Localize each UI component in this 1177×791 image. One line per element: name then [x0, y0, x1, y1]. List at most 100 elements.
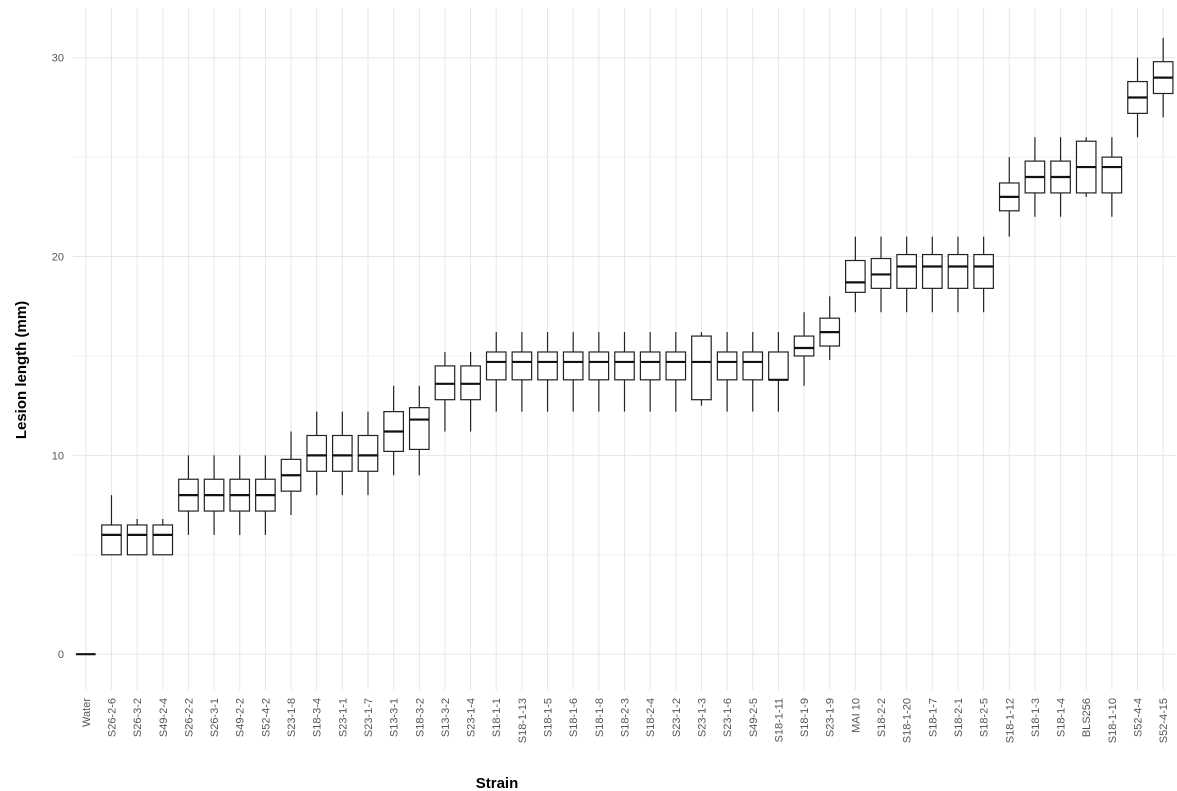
iqr-box: [562, 351, 584, 381]
box-S18-2-4: [639, 332, 661, 412]
x-tick-label: S49-2-2: [235, 698, 247, 737]
box-MAI 10: [845, 236, 866, 313]
x-tick-label: S23-1-6: [722, 698, 734, 737]
box-S26-3-1: [203, 455, 225, 535]
box-S18-2-5: [973, 236, 994, 313]
x-tick-label: S13-3-2: [440, 698, 452, 737]
y-tick-label: 20: [52, 252, 64, 264]
box-S52-4-2: [255, 455, 276, 535]
x-tick-label: Water: [81, 698, 93, 727]
iqr-box: [793, 335, 815, 357]
x-tick-label: S18-3-4: [312, 698, 324, 737]
box-S49-2-2: [229, 455, 251, 535]
box-S18-2-1: [947, 236, 969, 313]
x-tick-label: S18-2-4: [645, 698, 657, 737]
box-S18-1-5: [537, 332, 558, 412]
iqr-box: [947, 253, 969, 289]
y-axis-title: Lesion length (mm): [13, 301, 30, 439]
boxes: [76, 37, 1174, 656]
iqr-box: [485, 351, 507, 381]
box-S18-1-3: [1024, 137, 1046, 217]
iqr-box: [716, 351, 738, 381]
box-S18-2-3: [614, 332, 635, 412]
x-tick-label: S23-1-8: [286, 698, 298, 737]
box-S23-1-9: [819, 296, 841, 360]
iqr-box: [537, 351, 558, 381]
box-S49-2-5: [742, 332, 764, 412]
iqr-box: [639, 351, 661, 381]
iqr-box: [614, 351, 635, 381]
box-S18-1-1: [485, 332, 507, 412]
x-tick-label: S18-1-10: [1107, 698, 1119, 743]
x-axis-ticks: Water S26-2-6 S26-3-2 S49-2-4 S26-2-2 S26-3-1…: [81, 698, 1170, 744]
x-tick-label: S18-2-3: [620, 698, 632, 737]
box-S18-1-13: [511, 332, 533, 412]
y-tick-label: 30: [52, 53, 64, 65]
box-S18-1-8: [588, 332, 610, 412]
iqr-box: [588, 351, 610, 381]
x-tick-label: S18-1-4: [1056, 698, 1068, 737]
x-tick-label: S23-1-1: [337, 698, 349, 737]
iqr-box: [357, 434, 379, 472]
box-S26-2-2: [178, 455, 199, 535]
x-tick-label: S52-4-4: [1133, 698, 1145, 737]
x-tick-label: S18-1-20: [902, 698, 914, 743]
x-tick-label: S23-1-9: [825, 698, 837, 737]
box-S23-1-6: [716, 332, 738, 412]
x-tick-label: S18-1-7: [927, 698, 939, 737]
x-tick-label: S26-2-2: [183, 698, 195, 737]
x-tick-label: S23-1-7: [363, 698, 375, 737]
x-axis-title: Strain: [476, 775, 519, 791]
x-tick-label: S13-3-1: [389, 698, 401, 737]
x-tick-label: S18-2-2: [876, 698, 888, 737]
x-tick-label: S23-1-2: [671, 698, 683, 737]
x-tick-label: MAI 10: [850, 698, 862, 733]
iqr-box: [152, 524, 174, 556]
box-S52-4-4: [1127, 57, 1148, 138]
x-tick-label: S18-1-3: [1030, 698, 1042, 737]
x-tick-label: S18-1-13: [517, 698, 529, 743]
box-S18-1-7: [921, 236, 943, 313]
iqr-box: [665, 351, 687, 381]
x-tick-label: S49-2-5: [748, 698, 760, 737]
iqr-box: [1101, 156, 1123, 194]
grid-lines: [73, 8, 1176, 690]
iqr-box: [408, 407, 430, 451]
iqr-box: [742, 351, 764, 381]
x-tick-label: S18-3-2: [414, 698, 426, 737]
box-S18-3-4: [306, 411, 328, 496]
box-S18-1-4: [1050, 137, 1071, 217]
y-axis-ticks: 0 10 20 30: [52, 53, 64, 662]
iqr-box: [896, 253, 918, 289]
iqr-box: [768, 351, 789, 381]
x-tick-label: S52-4-2: [260, 698, 272, 737]
x-tick-label: S23-1-3: [696, 698, 708, 737]
iqr-box: [691, 335, 712, 401]
box-S18-1-20: [896, 236, 918, 313]
x-tick-label: S18-1-6: [568, 698, 580, 737]
x-tick-label: S18-2-1: [953, 698, 965, 737]
x-tick-label: S18-1-12: [1004, 698, 1016, 743]
box-S26-2-6: [101, 495, 122, 556]
iqr-box: [511, 351, 533, 381]
box-S18-3-2: [408, 385, 430, 476]
x-tick-label: S26-3-1: [209, 698, 221, 737]
x-tick-label: S18-1-5: [543, 698, 555, 737]
x-tick-label: S18-1-11: [773, 698, 785, 742]
box-S18-1-9: [793, 312, 815, 386]
y-tick-label: 0: [58, 649, 64, 661]
x-tick-label: S49-2-4: [158, 698, 170, 737]
box-S18-1-12: [998, 157, 1020, 237]
x-tick-label: BLS256: [1081, 698, 1093, 737]
box-S23-1-7: [357, 411, 379, 496]
iqr-box: [921, 253, 943, 289]
x-tick-label: S23-1-4: [466, 698, 478, 737]
box-S23-1-1: [331, 411, 353, 496]
x-tick-label: S18-2-5: [979, 698, 991, 737]
box-S23-1-3: [691, 332, 712, 406]
iqr-box: [845, 259, 866, 293]
box-S18-1-6: [562, 332, 584, 412]
box-S13-3-2: [434, 351, 456, 432]
x-tick-label: S18-1-8: [594, 698, 606, 737]
